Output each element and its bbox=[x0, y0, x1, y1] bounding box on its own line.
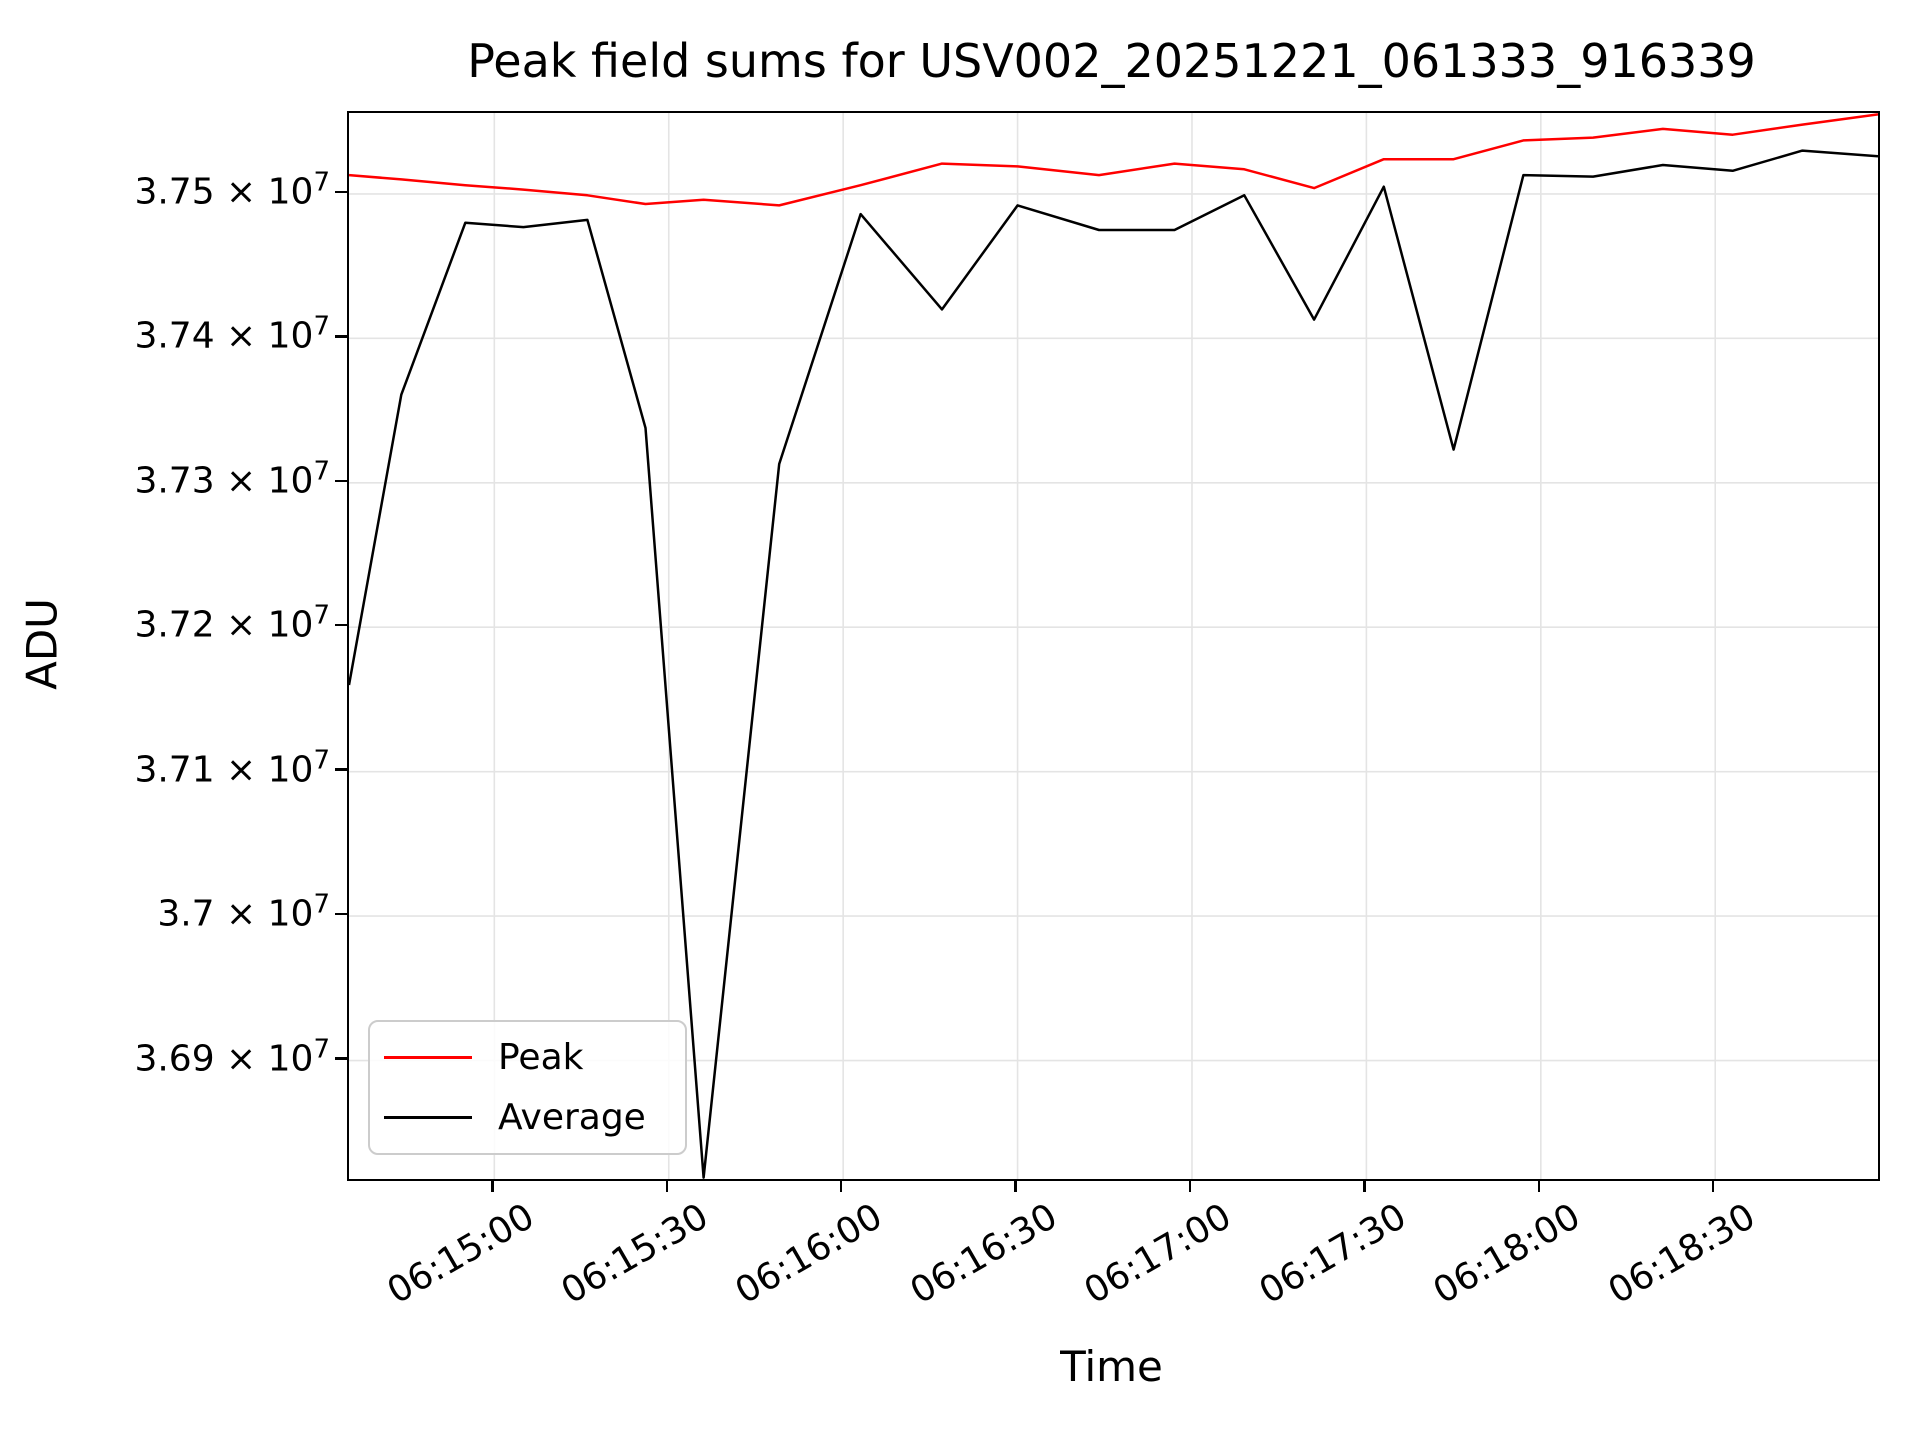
x-tick bbox=[1537, 1180, 1541, 1192]
x-tick bbox=[1711, 1180, 1715, 1192]
x-tick bbox=[1363, 1180, 1366, 1192]
y-tick bbox=[335, 479, 347, 483]
x-tick bbox=[491, 1180, 494, 1192]
y-tick bbox=[335, 335, 347, 338]
y-tick-label: 3.75 × 107 bbox=[134, 167, 330, 213]
plot-area bbox=[347, 111, 1880, 1181]
x-axis-label: Time bbox=[1060, 1342, 1163, 1391]
y-tick bbox=[335, 768, 347, 771]
y-tick-label: 3.74 × 107 bbox=[134, 312, 330, 358]
y-axis-label: ADU bbox=[17, 598, 67, 690]
legend-label-average: Average bbox=[498, 1096, 646, 1138]
y-tick-label: 3.71 × 107 bbox=[134, 745, 330, 791]
y-tick-label: 3.7 × 107 bbox=[157, 889, 330, 935]
x-tick bbox=[1188, 1180, 1192, 1192]
y-tick bbox=[335, 912, 347, 916]
y-tick-label: 3.69 × 107 bbox=[134, 1034, 330, 1080]
y-tick bbox=[335, 190, 347, 194]
x-tick-label: 06:18:00 bbox=[1426, 1196, 1588, 1313]
legend-label-peak: Peak bbox=[498, 1037, 584, 1079]
x-tick bbox=[839, 1180, 843, 1192]
peak-legend-line-sample bbox=[384, 1056, 472, 1060]
x-tick-label: 06:17:30 bbox=[1252, 1196, 1413, 1313]
legend: Peak Average bbox=[368, 1020, 687, 1155]
chart-title: Peak field sums for USV002_20251221_0613… bbox=[467, 34, 1756, 88]
x-tick-label: 06:16:30 bbox=[903, 1196, 1065, 1313]
y-tick bbox=[335, 1057, 347, 1060]
y-tick-label: 3.72 × 107 bbox=[134, 600, 330, 646]
legend-item-average: Average bbox=[384, 1097, 685, 1138]
x-tick bbox=[1014, 1180, 1017, 1192]
x-tick-label: 06:17:00 bbox=[1077, 1196, 1239, 1313]
average-line bbox=[349, 149, 1878, 1179]
y-tick bbox=[335, 623, 347, 627]
average-legend-line-sample bbox=[384, 1115, 472, 1119]
peak-line bbox=[349, 113, 1878, 207]
legend-item-peak: Peak bbox=[384, 1037, 685, 1078]
x-tick-label: 06:18:30 bbox=[1601, 1196, 1762, 1313]
x-tick bbox=[665, 1180, 668, 1192]
x-tick-label: 06:15:00 bbox=[380, 1196, 541, 1313]
x-tick-label: 06:16:00 bbox=[729, 1196, 890, 1313]
x-tick-label: 06:15:30 bbox=[554, 1196, 716, 1313]
y-tick-label: 3.73 × 107 bbox=[134, 456, 330, 502]
chart-svg bbox=[349, 113, 1878, 1179]
